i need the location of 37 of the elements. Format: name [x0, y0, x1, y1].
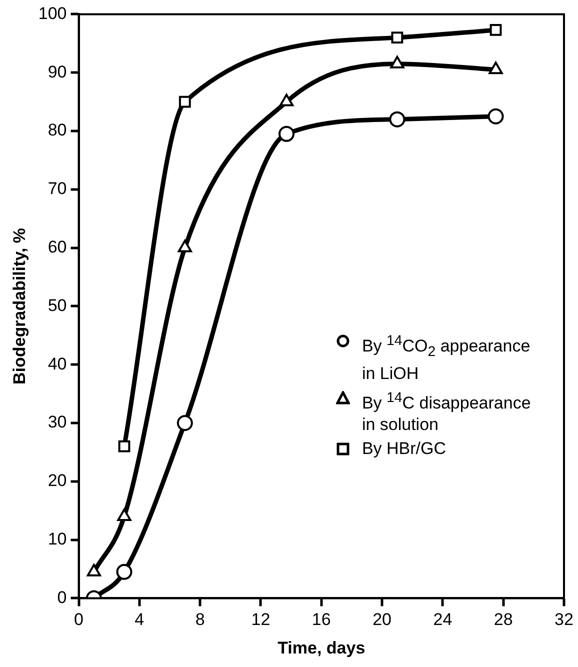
y-tick-label: 20 [48, 471, 67, 490]
x-tick-label: 16 [312, 610, 331, 630]
x-tick-label: 0 [74, 610, 84, 630]
y-axis-title: Biodegradability, % [10, 228, 29, 384]
point [389, 111, 406, 128]
point [391, 32, 404, 44]
x-tick-label: 32 [554, 610, 574, 630]
point [176, 415, 193, 431]
x-tick-label: 20 [372, 610, 392, 630]
point [116, 564, 132, 580]
y-tick-label: 50 [48, 296, 67, 315]
y-tick-label: 0 [57, 588, 67, 607]
point [118, 440, 130, 452]
y-tick-label: 30 [48, 412, 67, 432]
y-tick-label: 60 [48, 237, 67, 256]
legend-label: By HBr/GC [362, 438, 447, 460]
point [178, 96, 191, 108]
x-tick-label: 8 [195, 610, 205, 630]
y-tick-label: 100 [38, 4, 67, 23]
point [488, 108, 504, 124]
point [178, 240, 192, 252]
point [117, 508, 132, 521]
y-tick-label: 70 [48, 179, 67, 198]
x-tick-label: 4 [134, 610, 144, 630]
x-axis-title: Time, days [278, 638, 366, 658]
text: By $^{14}$CO$_{2}$ appearance in LiOH [362, 332, 530, 383]
y-tick-label: 80 [48, 120, 67, 140]
legend-label: By $^{14}$C disappearance in solution [362, 388, 532, 436]
y-tick-label: 40 [48, 354, 67, 374]
y-tick-label: 10 [48, 529, 67, 548]
point [278, 126, 295, 142]
y-tick-label: 90 [48, 62, 67, 82]
point [490, 24, 502, 36]
x-tick-label: 28 [494, 610, 513, 630]
point [86, 564, 101, 576]
x-tick-label: 24 [433, 610, 452, 630]
x-tick-label: 12 [251, 610, 270, 630]
